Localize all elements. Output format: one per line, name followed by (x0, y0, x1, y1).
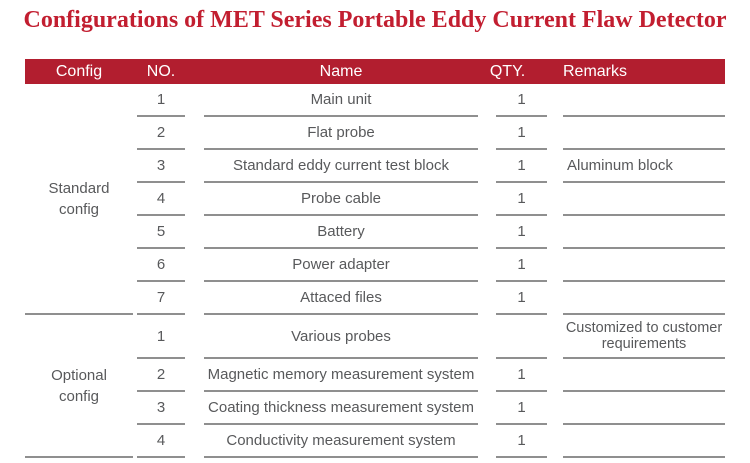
header-config: Config (55, 62, 103, 80)
cell-name: Conductivity measurement system (204, 425, 478, 458)
cell-name: Various probes (204, 315, 478, 359)
page: Configurations of MET Series Portable Ed… (0, 6, 750, 463)
cell-no: 3 (137, 392, 185, 425)
cell-qty: 1 (496, 392, 547, 425)
cell-remarks (563, 216, 725, 249)
cell-remarks (563, 359, 725, 392)
cell-qty: 1 (496, 183, 547, 216)
cell-remarks (563, 117, 725, 150)
cell-no: 7 (137, 282, 185, 315)
cell-no: 2 (137, 359, 185, 392)
cell-qty: 1 (496, 117, 547, 150)
header-name: Name (319, 62, 363, 80)
config-group-label-line: Optional (51, 366, 107, 384)
header-qty: QTY. (489, 62, 526, 80)
cell-remarks (563, 425, 725, 458)
table-header-row: Config NO. Name QTY. Remarks (25, 59, 725, 84)
cell-no: 6 (137, 249, 185, 282)
cell-no: 1 (137, 84, 185, 117)
header-no: NO. (146, 62, 176, 80)
cell-remarks: Customized to customer requirements (563, 315, 725, 359)
cell-no: 4 (137, 425, 185, 458)
cell-name: Standard eddy current test block (204, 150, 478, 183)
page-title: Configurations of MET Series Portable Ed… (23, 7, 727, 33)
cell-no: 1 (137, 315, 185, 359)
cell-remarks: Aluminum block (563, 150, 725, 183)
cell-qty: 1 (496, 282, 547, 315)
config-group-label-line: config (58, 387, 100, 405)
cell-name: Coating thickness measurement system (204, 392, 478, 425)
cell-no: 3 (137, 150, 185, 183)
config-group-label: Optional config (25, 315, 133, 458)
cell-qty: 1 (496, 359, 547, 392)
cell-remarks (563, 84, 725, 117)
cell-no: 5 (137, 216, 185, 249)
cell-remarks (563, 249, 725, 282)
cell-remarks (563, 183, 725, 216)
cell-name: Magnetic memory measurement system (204, 359, 478, 392)
cell-qty: 1 (496, 216, 547, 249)
cell-remarks (563, 392, 725, 425)
table-section-0: Standard config 1 Main unit 1 2 Flat probe 1 3 St… (25, 84, 725, 315)
config-group-label-line: Standard (48, 179, 110, 197)
configuration-table: Config NO. Name QTY. Remarks Standard con… (25, 59, 725, 458)
config-group-label: Standard config (25, 84, 133, 315)
cell-qty: 1 (496, 425, 547, 458)
cell-qty (496, 315, 547, 359)
cell-name: Attaced files (204, 282, 478, 315)
cell-qty: 1 (496, 249, 547, 282)
cell-no: 2 (137, 117, 185, 150)
table-body: Standard config 1 Main unit 1 2 Flat probe 1 3 St… (25, 84, 725, 458)
cell-no: 4 (137, 183, 185, 216)
cell-name: Main unit (204, 84, 478, 117)
cell-name: Power adapter (204, 249, 478, 282)
header-remarks: Remarks (563, 62, 628, 80)
cell-qty: 1 (496, 84, 547, 117)
cell-remarks (563, 282, 725, 315)
cell-qty: 1 (496, 150, 547, 183)
config-group-label-line: config (58, 200, 100, 218)
cell-name: Flat probe (204, 117, 478, 150)
table-section-1: Optional config 1 Various probes Customized … (25, 315, 725, 458)
cell-name: Battery (204, 216, 478, 249)
cell-name: Probe cable (204, 183, 478, 216)
